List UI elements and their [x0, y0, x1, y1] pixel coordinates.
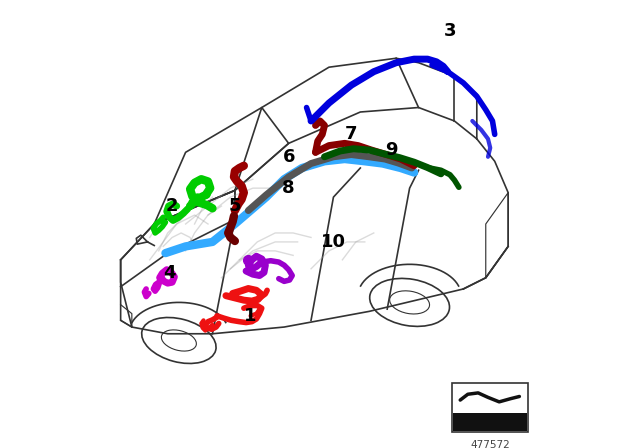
Bar: [452, 383, 528, 432]
Text: 477572: 477572: [470, 440, 510, 448]
Text: 9: 9: [385, 141, 398, 159]
Text: 1: 1: [244, 307, 257, 325]
Text: 5: 5: [228, 197, 241, 215]
Bar: [453, 413, 527, 431]
Text: 10: 10: [321, 233, 346, 251]
Text: 6: 6: [282, 148, 295, 166]
Text: 4: 4: [164, 264, 176, 282]
Text: 3: 3: [444, 22, 456, 40]
Text: 8: 8: [282, 179, 295, 197]
Text: 7: 7: [345, 125, 358, 143]
Text: 2: 2: [166, 197, 179, 215]
